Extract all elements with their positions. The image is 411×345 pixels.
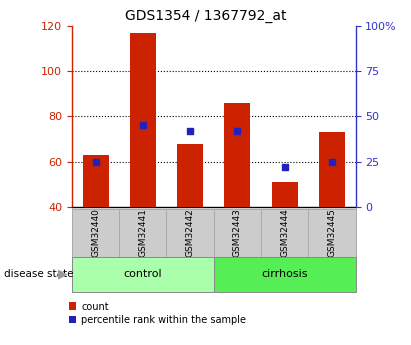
Text: cirrhosis: cirrhosis: [261, 269, 308, 279]
Bar: [83, 155, 109, 207]
Bar: [214, 257, 356, 292]
Bar: [224, 103, 250, 207]
Text: GSM32445: GSM32445: [328, 208, 336, 257]
Text: GSM32440: GSM32440: [91, 208, 100, 257]
Bar: [166, 209, 214, 257]
Text: ▶: ▶: [58, 268, 68, 281]
Text: disease state: disease state: [4, 269, 74, 279]
Text: GSM32443: GSM32443: [233, 208, 242, 257]
Bar: [261, 209, 308, 257]
Text: GSM32444: GSM32444: [280, 208, 289, 257]
Text: GSM32441: GSM32441: [139, 208, 147, 257]
Bar: [272, 182, 298, 207]
Bar: [72, 209, 119, 257]
Text: GSM32442: GSM32442: [186, 208, 194, 257]
Bar: [177, 144, 203, 207]
Legend: count, percentile rank within the sample: count, percentile rank within the sample: [69, 302, 246, 325]
Text: control: control: [124, 269, 162, 279]
Bar: [319, 132, 345, 207]
Bar: [130, 33, 156, 207]
Bar: [119, 209, 166, 257]
Bar: [72, 257, 214, 292]
Bar: [308, 209, 356, 257]
Bar: [214, 209, 261, 257]
Text: GDS1354 / 1367792_at: GDS1354 / 1367792_at: [125, 9, 286, 23]
